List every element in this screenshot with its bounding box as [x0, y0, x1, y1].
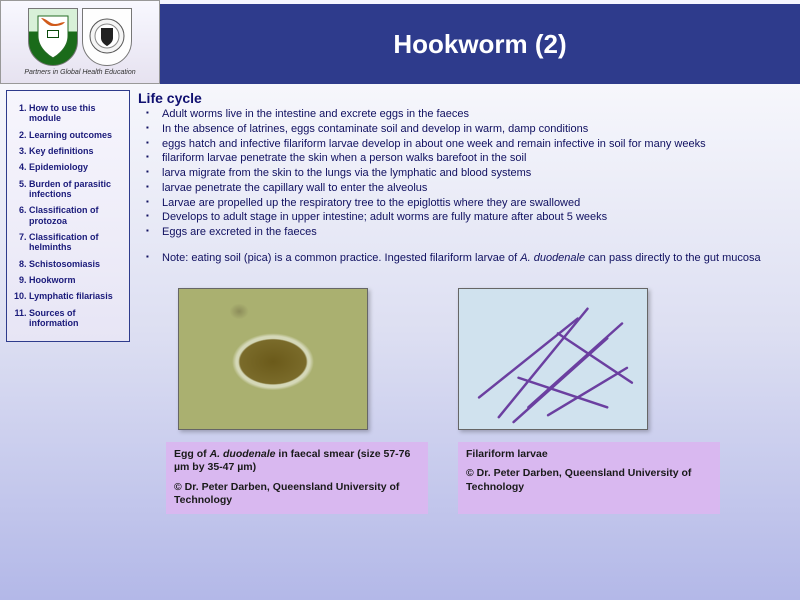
nav-item[interactable]: Burden of parasitic infections [29, 179, 125, 200]
main-content: Life cycle Adult worms live in the intes… [138, 90, 794, 514]
egg-image [178, 288, 368, 430]
nav-item[interactable]: Sources of information [29, 308, 125, 329]
nav-item[interactable]: Hookworm [29, 275, 125, 285]
nav-item[interactable]: Epidemiology [29, 162, 125, 172]
caption-larvae: Filariform larvae © Dr. Peter Darben, Qu… [458, 442, 720, 515]
list-item: Develops to adult stage in upper intesti… [138, 211, 788, 225]
caption-egg: Egg of A. duodenale in faecal smear (siz… [166, 442, 428, 515]
logo-shield [28, 8, 78, 66]
nav-item[interactable]: Classification of protozoa [29, 205, 125, 226]
nav-item[interactable]: Key definitions [29, 146, 125, 156]
list-item: filariform larvae penetrate the skin whe… [138, 152, 788, 166]
title-bar: Hookworm (2) [160, 0, 800, 84]
list-item: Larvae are propelled up the respiratory … [138, 197, 788, 211]
figure-egg [178, 288, 398, 430]
nav-item[interactable]: Lymphatic filariasis [29, 291, 125, 301]
larvae-image [458, 288, 648, 430]
list-item: eggs hatch and infective filariform larv… [138, 138, 788, 152]
lifecycle-list: Adult worms live in the intestine and ex… [138, 108, 788, 266]
list-item-note: Note: eating soil (pica) is a common pra… [138, 252, 788, 266]
module-nav: How to use this module Learning outcomes… [6, 90, 130, 342]
section-title: Life cycle [138, 90, 788, 106]
page-title: Hookworm (2) [393, 29, 566, 60]
figure-larvae [458, 288, 678, 430]
list-item: Eggs are excreted in the faeces [138, 226, 788, 240]
logo-seal [82, 8, 132, 66]
list-item: larva migrate from the skin to the lungs… [138, 167, 788, 181]
list-item: larvae penetrate the capillary wall to e… [138, 182, 788, 196]
nav-item[interactable]: How to use this module [29, 103, 125, 124]
nav-item[interactable]: Classification of helminths [29, 232, 125, 253]
nav-item[interactable]: Learning outcomes [29, 130, 125, 140]
list-item: Adult worms live in the intestine and ex… [138, 108, 788, 122]
list-item: In the absence of latrines, eggs contami… [138, 123, 788, 137]
logos-caption: Partners in Global Health Education [24, 69, 135, 76]
partner-logos: Partners in Global Health Education [0, 0, 160, 84]
nav-item[interactable]: Schistosomiasis [29, 259, 125, 269]
